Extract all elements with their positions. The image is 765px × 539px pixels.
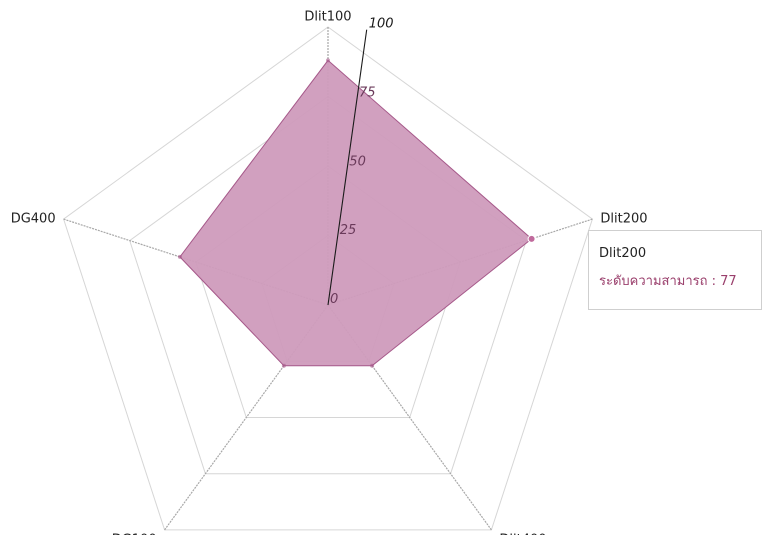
scale-axis-line [327, 29, 368, 306]
scale-tick-label: 25 [340, 223, 357, 238]
scale-tick-label: 50 [349, 154, 366, 169]
data-point-dlit100 [326, 58, 330, 63]
category-label-dlit200: Dlit200 [600, 212, 647, 227]
tooltip-value: ระดับความสามารถ : 77 [599, 274, 737, 289]
scale-tick-label: 100 [369, 17, 394, 32]
series-area-0 [179, 59, 533, 367]
highlight-point [527, 234, 536, 243]
tooltip-title: Dlit200 [599, 246, 647, 261]
category-label-dlit100: Dlit100 [304, 10, 351, 25]
data-point-dlit400 [370, 363, 375, 368]
data-point-dg100 [281, 363, 286, 368]
radar-scale-axis: 0 25 50 75 100 [327, 17, 394, 307]
grid-ring-4 [63, 26, 593, 531]
data-point-dg400 [177, 254, 182, 259]
scale-tick-label: 0 [330, 292, 338, 307]
category-label-dg400: DG400 [11, 212, 56, 227]
scale-tick-label: 75 [359, 86, 376, 101]
radar-series [177, 58, 536, 368]
tooltip: Dlit200 ระดับความสามารถ : 77 [588, 230, 762, 310]
